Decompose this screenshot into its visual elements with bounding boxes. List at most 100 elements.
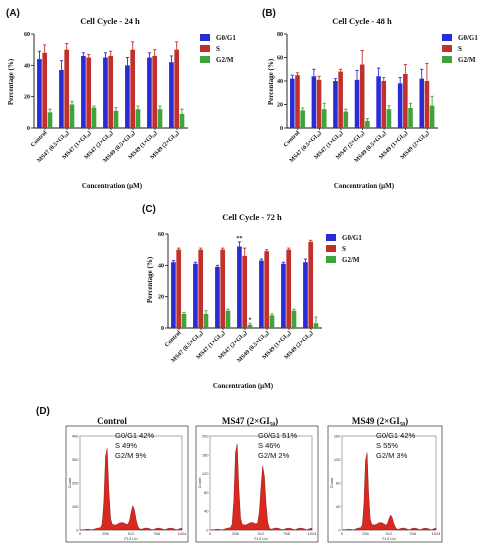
bar bbox=[108, 55, 114, 128]
bar bbox=[103, 57, 108, 128]
legend-label: S bbox=[458, 45, 462, 53]
bar bbox=[308, 241, 314, 328]
bar bbox=[264, 251, 270, 328]
y-tick-label: 20 bbox=[24, 95, 30, 101]
histogram-frame bbox=[195, 425, 319, 543]
y-tick-label: 0 bbox=[161, 326, 164, 332]
histogram-stat: G0/G1 42% bbox=[376, 431, 416, 440]
histogram-y-tick: 40 bbox=[336, 504, 341, 509]
bar bbox=[64, 49, 70, 128]
bar bbox=[247, 324, 253, 328]
histogram-x-tick: 1024 bbox=[432, 531, 442, 536]
histogram-y-tick: 120 bbox=[334, 457, 341, 462]
histogram-y-tick: 160 bbox=[334, 434, 341, 439]
legend-swatch bbox=[326, 234, 336, 241]
histogram-x-tick: 256 bbox=[232, 531, 239, 536]
legend-label: G0/G1 bbox=[342, 234, 362, 242]
panel-label-d: (D) bbox=[36, 406, 50, 417]
histogram-stat: G0/G1 51% bbox=[258, 431, 298, 440]
bar bbox=[47, 112, 53, 128]
bar bbox=[215, 266, 220, 328]
histogram-x-tick: 768 bbox=[153, 531, 160, 536]
legend-label: G0/G1 bbox=[458, 34, 478, 42]
y-tick-label: 60 bbox=[277, 56, 283, 62]
panel-label-a: (A) bbox=[6, 8, 20, 19]
legend-swatch bbox=[442, 34, 452, 41]
legend-label: G0/G1 bbox=[216, 34, 236, 42]
bar bbox=[429, 105, 435, 128]
histogram-stat: S 55% bbox=[376, 441, 398, 450]
y-axis-label: Percentage (%) bbox=[267, 58, 275, 105]
histogram-y-tick: 200 bbox=[72, 481, 79, 486]
y-axis-label: Percentage (%) bbox=[146, 256, 154, 303]
bar bbox=[37, 59, 42, 128]
bar bbox=[203, 313, 209, 328]
histogram-y-tick: 0 bbox=[76, 528, 79, 533]
y-tick-label: 0 bbox=[27, 126, 30, 132]
legend-swatch bbox=[326, 245, 336, 252]
histogram-y-label: Count bbox=[197, 477, 202, 489]
histogram-y-tick: 120 bbox=[202, 471, 209, 476]
histogram-x-tick: 0 bbox=[209, 531, 212, 536]
legend-label: G2/M bbox=[216, 56, 234, 64]
x-axis-label: Concentration (μM) bbox=[213, 382, 274, 390]
legend-swatch bbox=[442, 56, 452, 63]
bar bbox=[91, 107, 97, 128]
bar bbox=[290, 78, 295, 128]
bar bbox=[376, 76, 381, 128]
x-axis-label: Concentration (μM) bbox=[334, 182, 395, 190]
bar bbox=[386, 109, 392, 128]
panel-label-b: (B) bbox=[262, 8, 276, 19]
bar bbox=[300, 110, 305, 128]
bar bbox=[338, 71, 343, 128]
histogram-y-tick: 100 bbox=[72, 504, 79, 509]
bar bbox=[42, 52, 48, 128]
bar bbox=[237, 246, 242, 328]
histogram-stat: G2/M 3% bbox=[376, 451, 408, 460]
bar-chart-24h: Cell Cycle - 24 h Percentage (%) Concent… bbox=[7, 16, 236, 190]
y-tick-label: 60 bbox=[158, 232, 164, 238]
bar bbox=[174, 49, 180, 128]
bar bbox=[286, 249, 292, 328]
bar bbox=[424, 81, 430, 128]
bar bbox=[59, 70, 64, 128]
histogram-x-tick: 512 bbox=[128, 531, 135, 536]
histogram-stat: G2/M 2% bbox=[258, 451, 290, 460]
bar bbox=[313, 323, 319, 328]
histogram-title: Control bbox=[97, 416, 127, 426]
legend-swatch bbox=[442, 45, 452, 52]
legend-swatch bbox=[200, 45, 210, 52]
bar bbox=[157, 109, 163, 128]
histogram-stat: S 46% bbox=[258, 441, 280, 450]
y-tick-label: 20 bbox=[158, 295, 164, 301]
histogram-x-tick: 1024 bbox=[308, 531, 318, 536]
histogram-y-tick: 0 bbox=[338, 528, 341, 533]
histogram-y-tick: 160 bbox=[202, 452, 209, 457]
legend-swatch bbox=[200, 34, 210, 41]
bar bbox=[198, 249, 204, 328]
chart-title: Cell Cycle - 72 h bbox=[222, 212, 282, 222]
histogram-x-label: FL3 Lin bbox=[254, 536, 267, 541]
histogram-y-tick: 300 bbox=[72, 457, 79, 462]
legend-label: G2/M bbox=[342, 256, 360, 264]
histogram-x-label: FL3 Lin bbox=[124, 536, 137, 541]
histogram-x-tick: 1024 bbox=[178, 531, 188, 536]
bar bbox=[295, 75, 300, 128]
significance-marker: ** bbox=[236, 236, 242, 242]
bar bbox=[403, 73, 408, 128]
bar bbox=[269, 315, 275, 328]
histogram-y-label: Count bbox=[329, 477, 334, 489]
histogram-stat: S 49% bbox=[115, 441, 137, 450]
histogram-x-tick: 768 bbox=[283, 531, 290, 536]
bar bbox=[381, 81, 387, 128]
panel-label-c: (C) bbox=[142, 204, 156, 215]
bar bbox=[343, 111, 349, 128]
bar bbox=[303, 262, 308, 328]
histogram-title: MS47 (2×GI₅₀) bbox=[222, 416, 278, 426]
bar bbox=[316, 79, 322, 128]
histogram-x-tick: 256 bbox=[362, 531, 369, 536]
